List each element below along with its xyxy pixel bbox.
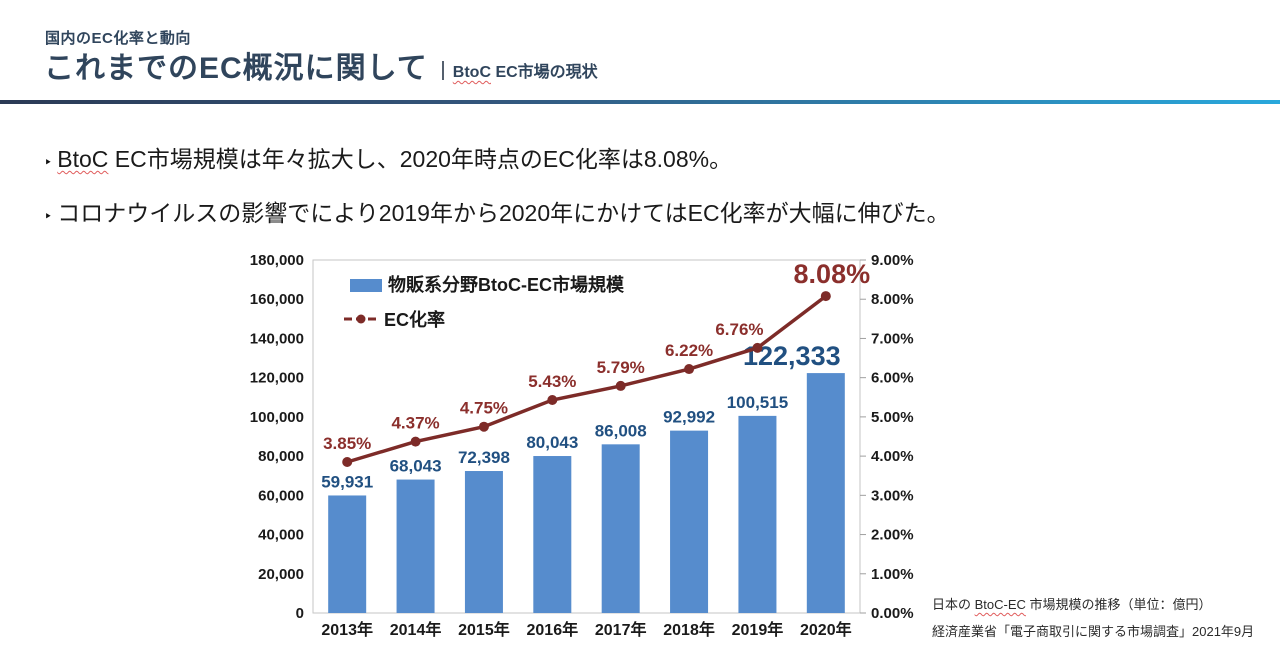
bar-2013年 — [328, 495, 367, 613]
source-line1-suffix: 市場規模の推移（単位：億円） — [1025, 597, 1212, 612]
left-axis-tick-label: 40,000 — [258, 527, 304, 544]
left-axis-tick-label: 80,000 — [258, 448, 304, 465]
right-axis-tick-label: 0.00% — [871, 605, 914, 622]
left-axis-tick-label: 0 — [296, 605, 304, 622]
bullet-text: BtoC EC市場規模は年々拡大し、2020年時点のEC化率は8.08%。 — [57, 143, 732, 175]
x-axis-label: 2019年 — [732, 620, 784, 639]
right-axis-tick-label: 8.00% — [871, 291, 914, 308]
ec-rate-point-2016年 — [547, 395, 558, 406]
x-axis-label: 2020年 — [800, 620, 852, 639]
left-axis-tick-label: 60,000 — [258, 487, 304, 504]
ec-rate-point-2018年 — [684, 364, 695, 375]
bar-2019年 — [738, 415, 777, 613]
ec-rate-point-2020年 — [820, 291, 831, 302]
x-axis-label: 2018年 — [663, 620, 715, 639]
bullet-item: ‣ コロナウイルスの影響でにより2019年から2020年にかけてはEC化率が大幅… — [44, 197, 950, 232]
line-value-label: 6.76% — [715, 320, 763, 339]
line-value-label: 8.08% — [794, 259, 871, 289]
right-axis-tick-label: 7.00% — [871, 330, 914, 347]
left-axis-tick-label: 20,000 — [258, 566, 304, 583]
right-axis-tick-label: 1.00% — [871, 566, 914, 583]
ec-rate-point-2019年 — [752, 342, 763, 353]
subtitle-highlight: BtoC — [452, 64, 491, 81]
source-line2: 経済産業省「電子商取引に関する市場調査」2021年9月 — [932, 624, 1255, 639]
bullet-rest: EC市場規模は年々拡大し、2020年時点のEC化率は8.08%。 — [108, 146, 733, 172]
bar-2016年 — [533, 456, 572, 613]
plot-border — [312, 259, 861, 614]
ec-market-chart: 0 20,000 40,000 60,000 80,000 100,000 120,000 1… — [250, 252, 914, 639]
ec-rate-point-2014年 — [410, 436, 421, 447]
x-axis-label: 2013年 — [321, 620, 373, 639]
x-axis-label: 2016年 — [527, 620, 579, 639]
right-axis-tick-label: 4.00% — [871, 448, 914, 465]
eyebrow-title: 国内のEC化率と動向 — [45, 30, 191, 47]
right-axis-tick-label: 3.00% — [871, 487, 914, 504]
bar-value-label: 72,398 — [458, 448, 510, 467]
ec-rate-point-2015年 — [478, 421, 489, 432]
bar-value-label: 68,043 — [390, 457, 442, 476]
left-axis-tick-label: 180,000 — [250, 252, 304, 269]
right-axis-tick-label: 5.00% — [871, 409, 914, 426]
x-axis-label: 2014年 — [390, 620, 442, 639]
header-rule — [0, 100, 1280, 104]
right-axis-tick-label: 9.00% — [871, 252, 914, 269]
legend-bar-swatch-icon — [350, 279, 382, 292]
subtitle: BtoC EC市場の現状 — [441, 58, 598, 88]
source-line1-highlight: BtoC-EC — [974, 597, 1026, 612]
bar-value-label: 86,008 — [595, 421, 647, 440]
bar-value-label: 100,515 — [727, 393, 788, 412]
legend-line-label: EC化率 — [384, 309, 445, 330]
left-axis-tick-label: 120,000 — [250, 370, 304, 387]
bar-2015年 — [464, 471, 503, 613]
bullet-text: コロナウイルスの影響でにより2019年から2020年にかけてはEC化率が大幅に伸… — [57, 197, 949, 229]
left-axis-tick-label: 160,000 — [250, 291, 304, 308]
ec-rate-point-2017年 — [615, 380, 626, 391]
subtitle-rest: EC市場の現状 — [491, 64, 598, 81]
ec-rate-line — [346, 294, 827, 464]
bar-value-label: 59,931 — [321, 472, 373, 491]
bar-2014年 — [396, 479, 435, 613]
page-title: これまでのEC概況に関して — [44, 52, 428, 85]
subtitle-text: BtoC EC市場の現状 — [453, 58, 598, 82]
subtitle-divider-bar — [441, 60, 444, 80]
x-axis-label: 2015年 — [458, 620, 510, 639]
title-row: これまでのEC概況に関して BtoC EC市場の現状 — [44, 50, 598, 88]
line-value-label: 6.22% — [665, 341, 713, 360]
legend-bar-label: 物販系分野BtoC-EC市場規模 — [388, 274, 625, 295]
bullet-rest: コロナウイルスの影響でにより2019年から2020年にかけてはEC化率が大幅に伸… — [57, 200, 950, 226]
bullet-triangle-icon: ‣ — [44, 208, 53, 224]
bar-value-label: 80,043 — [526, 433, 578, 452]
line-value-label: 4.37% — [391, 414, 439, 433]
bullet-highlight: BtoC — [57, 146, 109, 172]
ec-rate-point-2013年 — [342, 456, 353, 467]
bar-2017年 — [601, 444, 640, 613]
x-axis-label: 2017年 — [595, 620, 647, 639]
bar-2020年 — [806, 373, 845, 613]
left-axis-tick-label: 140,000 — [250, 330, 304, 347]
bar-2018年 — [670, 430, 709, 613]
right-axis-tick-label: 6.00% — [871, 370, 914, 387]
line-value-label: 3.85% — [323, 434, 371, 453]
legend-line-marker-icon — [356, 314, 366, 324]
bullet-list: ‣ BtoC EC市場規模は年々拡大し、2020年時点のEC化率は8.08%。 … — [44, 143, 950, 251]
right-axis-tick-label: 2.00% — [871, 527, 914, 544]
line-value-label: 5.43% — [528, 372, 576, 391]
source-note: 日本の BtoC-EC 市場規模の推移（単位：億円） 経済産業省「電子商取引に関… — [932, 591, 1254, 645]
bullet-triangle-icon: ‣ — [44, 154, 53, 170]
line-value-label: 4.75% — [460, 399, 508, 418]
bar-value-label: 92,992 — [663, 408, 715, 427]
left-axis-tick-label: 100,000 — [250, 409, 304, 426]
source-line1-prefix: 日本の — [932, 597, 975, 612]
bullet-item: ‣ BtoC EC市場規模は年々拡大し、2020年時点のEC化率は8.08%。 — [44, 143, 950, 178]
source-line1: 日本の BtoC-EC 市場規模の推移（単位：億円） — [932, 591, 1254, 618]
line-value-label: 5.79% — [597, 358, 645, 377]
